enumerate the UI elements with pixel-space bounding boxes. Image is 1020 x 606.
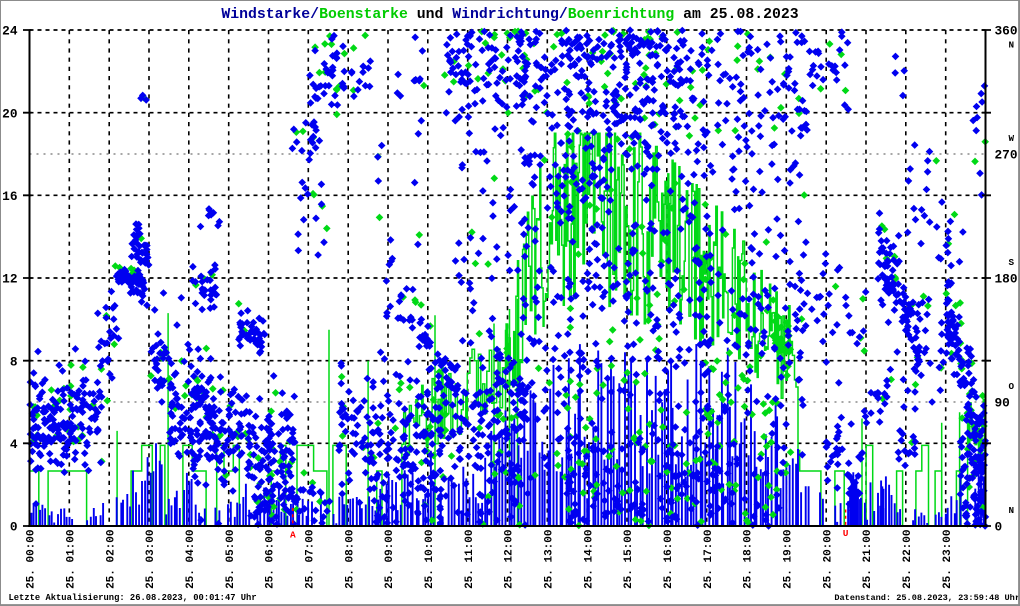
svg-text:25. 16:00: 25. 16:00 — [663, 530, 675, 589]
svg-text:S: S — [1009, 257, 1015, 268]
svg-text:25. 10:00: 25. 10:00 — [424, 530, 436, 589]
svg-text:A: A — [290, 530, 296, 541]
svg-text:Letzte Aktualisierung: 26.08.2: Letzte Aktualisierung: 26.08.2023, 00:01… — [9, 593, 257, 603]
svg-text:N: N — [1009, 505, 1015, 516]
svg-text:25. 23:00: 25. 23:00 — [942, 530, 954, 589]
svg-text:20: 20 — [2, 106, 17, 121]
svg-text:25. 21:00: 25. 21:00 — [862, 530, 874, 589]
svg-text:25. 02:00: 25. 02:00 — [105, 530, 117, 589]
svg-text:25. 22:00: 25. 22:00 — [902, 530, 914, 589]
svg-text:16: 16 — [2, 189, 17, 204]
svg-text:25. 18:00: 25. 18:00 — [743, 530, 755, 589]
svg-text:25. 07:00: 25. 07:00 — [305, 530, 317, 589]
svg-text:25. 13:00: 25. 13:00 — [544, 530, 556, 589]
svg-text:25. 00:00: 25. 00:00 — [26, 530, 38, 589]
svg-text:8: 8 — [10, 354, 18, 369]
svg-text:25. 11:00: 25. 11:00 — [464, 530, 476, 589]
svg-text:25. 05:00: 25. 05:00 — [225, 530, 237, 589]
svg-text:0: 0 — [10, 520, 18, 535]
svg-text:25. 04:00: 25. 04:00 — [185, 530, 197, 589]
svg-text:25. 19:00: 25. 19:00 — [783, 530, 795, 589]
svg-text:25. 12:00: 25. 12:00 — [504, 530, 516, 589]
svg-text:25. 15:00: 25. 15:00 — [623, 530, 635, 589]
svg-text:25. 08:00: 25. 08:00 — [344, 530, 356, 589]
svg-text:25. 01:00: 25. 01:00 — [66, 530, 78, 589]
svg-text:25. 03:00: 25. 03:00 — [145, 530, 157, 589]
svg-text:O: O — [1009, 381, 1015, 392]
svg-text:180: 180 — [995, 272, 1018, 287]
svg-text:270: 270 — [995, 148, 1018, 163]
svg-text:0: 0 — [995, 520, 1003, 535]
svg-text:12: 12 — [2, 272, 17, 287]
svg-text:24: 24 — [2, 24, 18, 39]
svg-text:U: U — [843, 528, 849, 539]
svg-text:25. 09:00: 25. 09:00 — [384, 530, 396, 589]
svg-text:25. 20:00: 25. 20:00 — [822, 530, 834, 589]
svg-text:25. 17:00: 25. 17:00 — [703, 530, 715, 589]
svg-text:90: 90 — [995, 396, 1010, 411]
svg-text:25. 14:00: 25. 14:00 — [583, 530, 595, 589]
svg-text:25. 06:00: 25. 06:00 — [265, 530, 277, 589]
svg-text:N: N — [1009, 40, 1015, 51]
svg-text:Datenstand: 25.08.2023, 23:59:: Datenstand: 25.08.2023, 23:59:48 Uhr — [834, 593, 1020, 603]
svg-text:W: W — [1009, 133, 1015, 144]
svg-text:4: 4 — [10, 437, 18, 452]
svg-text:360: 360 — [995, 24, 1018, 39]
svg-text:Windstarke/Boenstarke und Wind: Windstarke/Boenstarke und Windrichtung/B… — [221, 7, 798, 23]
